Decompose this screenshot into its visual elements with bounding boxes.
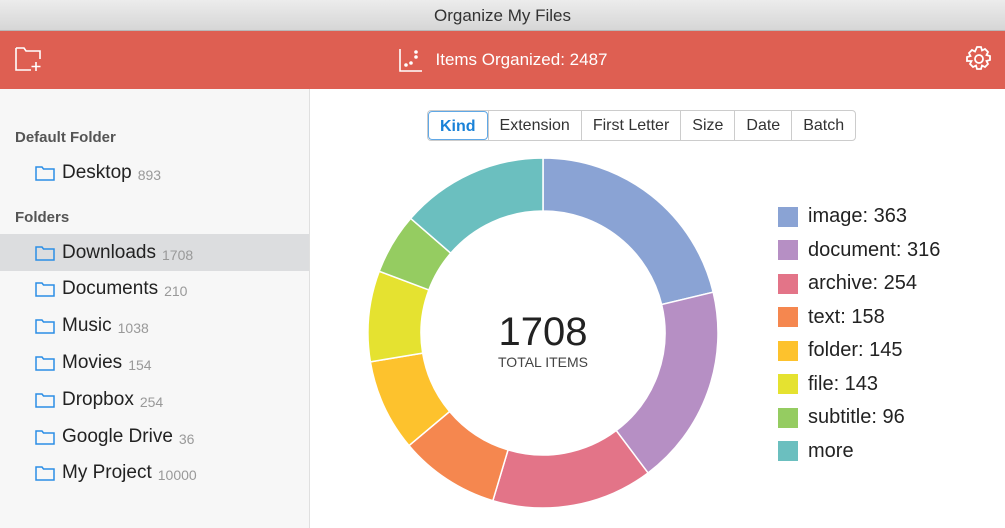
- legend-swatch: [778, 307, 798, 328]
- sidebar-item-dropbox[interactable]: Dropbox 254: [0, 381, 309, 418]
- scatter-chart-icon: [398, 49, 422, 72]
- legend-item-archive[interactable]: archive: 254: [778, 267, 940, 301]
- legend-label: subtitle: 96: [808, 406, 905, 429]
- sidebar-item-movies[interactable]: Movies 154: [0, 344, 309, 381]
- legend-swatch: [778, 374, 798, 395]
- legend-item-text[interactable]: text: 158: [778, 301, 940, 335]
- legend-item-folder[interactable]: folder: 145: [778, 334, 940, 368]
- folder-name: Desktop: [62, 161, 132, 183]
- sidebar-item-music[interactable]: Music 1038: [0, 308, 309, 345]
- legend-label: text: 158: [808, 305, 885, 328]
- folder-count: 36: [178, 430, 195, 447]
- folders-heading: Folders: [15, 209, 70, 226]
- folder-name: My Project: [62, 462, 152, 484]
- folder-icon: [35, 466, 55, 482]
- header-bar: Items Organized: 2487: [0, 31, 1005, 89]
- slice-archive[interactable]: [491, 429, 650, 509]
- folder-count: 210: [164, 283, 188, 300]
- default-folder-heading: Default Folder: [15, 129, 116, 146]
- legend-item-subtitle[interactable]: subtitle: 96: [778, 401, 940, 435]
- legend-swatch: [778, 407, 798, 428]
- slice-image[interactable]: [542, 157, 715, 306]
- tab-extension[interactable]: Extension: [487, 111, 581, 140]
- legend-swatch: [778, 273, 798, 294]
- folder-count: 893: [137, 166, 162, 183]
- folder-count: 1038: [117, 320, 149, 337]
- legend-swatch: [778, 340, 798, 361]
- folder-icon: [35, 282, 55, 298]
- total-items-label: TOTAL ITEMS: [498, 354, 588, 370]
- total-items-value: 1708: [498, 310, 588, 354]
- legend-label: folder: 145: [808, 339, 903, 362]
- items-organized-count: Items Organized: 2487: [435, 50, 608, 69]
- sidebar: Default Folder Desktop 893 Folders Downlo…: [0, 89, 310, 528]
- legend-label: document: 316: [808, 238, 941, 261]
- legend-item-more[interactable]: more: [778, 435, 940, 469]
- tab-kind[interactable]: Kind: [428, 111, 488, 140]
- chart-legend: image: 363 document: 316 archive: 254 text:…: [778, 200, 940, 468]
- gear-icon[interactable]: [965, 45, 993, 73]
- folder-icon: [35, 245, 55, 261]
- folder-icon: [35, 165, 55, 181]
- legend-swatch: [778, 206, 798, 227]
- sidebar-item-documents[interactable]: Documents 210: [0, 271, 309, 308]
- group-by-tabs: Kind Extension First Letter Size Date Batch: [427, 110, 857, 141]
- legend-item-image[interactable]: image: 363: [778, 200, 940, 234]
- folder-icon: [35, 319, 55, 334]
- tab-size[interactable]: Size: [680, 111, 734, 140]
- folder-count: 1708: [162, 246, 194, 263]
- folder-name: Music: [62, 315, 112, 337]
- folder-name: Google Drive: [62, 425, 173, 447]
- folder-icon: [35, 356, 55, 371]
- folder-name: Documents: [62, 278, 159, 300]
- folder-count: 154: [128, 356, 152, 373]
- legend-item-document[interactable]: document: 316: [778, 234, 940, 268]
- legend-label: image: 363: [808, 205, 907, 228]
- legend-label: archive: 254: [808, 272, 917, 295]
- sidebar-item-google-drive[interactable]: Google Drive 36: [0, 418, 309, 455]
- legend-swatch: [778, 441, 798, 462]
- sidebar-item-desktop[interactable]: Desktop 893: [0, 154, 309, 191]
- folder-count: 10000: [157, 467, 197, 484]
- tab-date[interactable]: Date: [734, 111, 791, 140]
- folder-name: Downloads: [62, 241, 156, 263]
- sidebar-item-my-project[interactable]: My Project 10000: [0, 455, 309, 492]
- folder-icon: [35, 392, 55, 408]
- donut-chart: [367, 157, 719, 509]
- tab-batch[interactable]: Batch: [791, 111, 855, 140]
- window-title: Organize My Files: [0, 0, 1005, 31]
- tab-first-letter[interactable]: First Letter: [580, 111, 680, 140]
- sidebar-item-downloads[interactable]: Downloads 1708: [0, 234, 309, 271]
- legend-swatch: [778, 240, 798, 261]
- add-folder-icon[interactable]: [14, 45, 44, 73]
- legend-label: file: 143: [808, 372, 879, 395]
- legend-item-file[interactable]: file: 143: [778, 368, 940, 402]
- folder-name: Movies: [62, 351, 123, 373]
- legend-label: more: [808, 439, 854, 462]
- folder-name: Dropbox: [62, 388, 134, 410]
- folder-icon: [35, 429, 55, 445]
- slice-more[interactable]: [409, 157, 544, 255]
- folder-count: 254: [139, 393, 164, 410]
